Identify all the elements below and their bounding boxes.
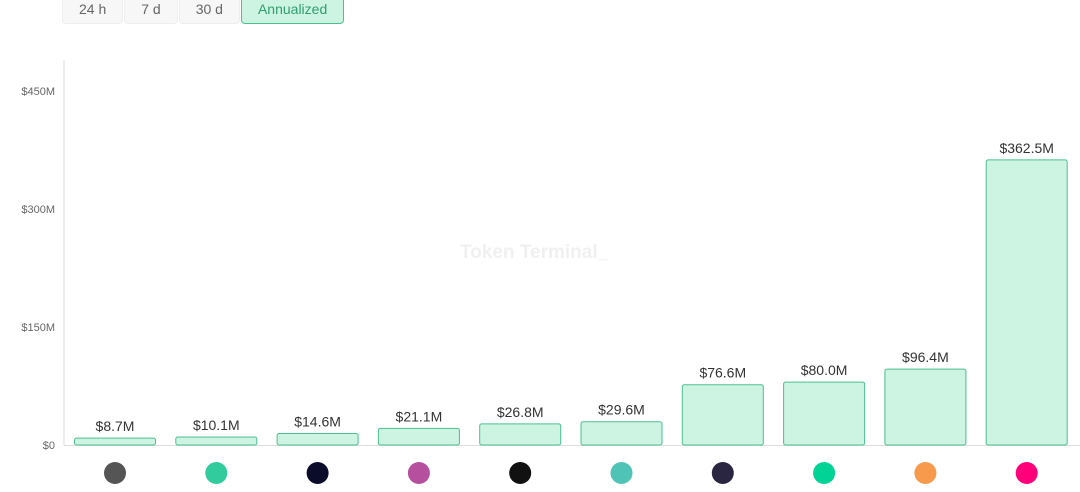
bar: [783, 381, 866, 446]
aave-icon: [407, 462, 430, 484]
bar: [479, 423, 562, 446]
bar: [276, 433, 359, 446]
data-label: $21.1M: [396, 408, 443, 424]
bar: [681, 384, 764, 446]
bar: [377, 427, 460, 446]
y-tick-label: $300M: [21, 204, 55, 216]
y-tick-label: $0: [43, 440, 55, 452]
tab-7d[interactable]: 7 d: [124, 0, 178, 24]
compound-icon: [813, 462, 836, 484]
data-label: $80.0M: [801, 362, 848, 378]
dark-swirl-icon: [711, 462, 734, 484]
synthetix-icon: [306, 462, 329, 484]
balancer-icon: [509, 462, 532, 484]
data-label: $26.8M: [497, 404, 544, 420]
data-label: $8.7M: [96, 418, 135, 434]
data-label: $362.5M: [999, 140, 1053, 156]
tab-24h[interactable]: 24 h: [62, 0, 124, 24]
kyber-icon: [205, 462, 228, 484]
y-tick-label: $150M: [21, 322, 55, 334]
bar: [884, 368, 967, 446]
data-label: $14.6M: [294, 414, 341, 430]
bar: [74, 437, 156, 446]
data-label: $96.4M: [902, 349, 949, 365]
y-tick-label: $450M: [21, 86, 55, 98]
uniswap-icon: [1015, 462, 1038, 484]
tab-30d[interactable]: 30 d: [178, 0, 240, 24]
data-label: $76.6M: [699, 365, 746, 381]
bar: [580, 421, 663, 446]
0x-icon: [104, 462, 126, 484]
timeframe-tabs: 24 h 7 d 30 d Annualized: [62, 0, 345, 24]
maker-icon: [610, 462, 633, 484]
bar: [985, 159, 1068, 446]
tab-annualized[interactable]: Annualized: [240, 0, 345, 24]
sushiswap-icon: [914, 462, 937, 484]
bar: [175, 436, 258, 446]
data-label: $29.6M: [598, 402, 645, 418]
watermark: Token Terminal_: [460, 242, 609, 263]
data-label: $10.1M: [193, 417, 240, 433]
